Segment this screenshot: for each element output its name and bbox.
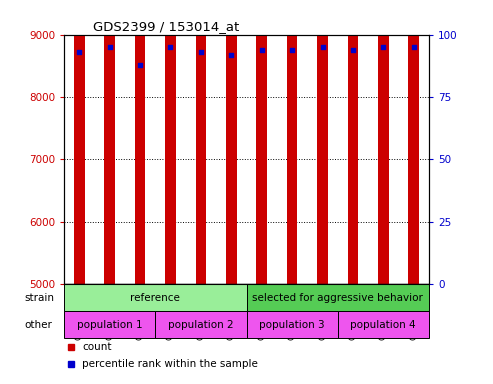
Bar [196, 0, 206, 284]
Text: population 2: population 2 [168, 320, 234, 330]
Bar [64, 284, 246, 311]
Bar [155, 311, 246, 338]
Bar [408, 0, 419, 284]
Text: population 3: population 3 [259, 320, 325, 330]
Bar [317, 0, 328, 284]
Point [136, 61, 144, 68]
Bar [256, 0, 267, 284]
Point [380, 44, 387, 50]
Point [288, 46, 296, 53]
Point [167, 44, 175, 50]
Text: GDS2399 / 153014_at: GDS2399 / 153014_at [93, 20, 240, 33]
Bar [64, 311, 155, 338]
Text: percentile rank within the sample: percentile rank within the sample [82, 359, 258, 369]
Point [106, 44, 113, 50]
Text: strain: strain [25, 293, 55, 303]
Text: population 4: population 4 [351, 320, 416, 330]
Text: count: count [82, 342, 112, 352]
Text: reference: reference [130, 293, 180, 303]
Text: population 1: population 1 [77, 320, 142, 330]
Bar [287, 0, 297, 284]
Point [258, 46, 266, 53]
Point [318, 44, 326, 50]
Bar [246, 284, 429, 311]
Point [410, 44, 418, 50]
Bar [105, 0, 115, 284]
Bar [226, 0, 237, 284]
Bar [246, 311, 338, 338]
Bar [165, 0, 176, 284]
Bar [338, 311, 429, 338]
Bar [74, 0, 85, 284]
Point [75, 49, 83, 55]
Bar [378, 0, 388, 284]
Text: other: other [25, 320, 52, 330]
Point [349, 46, 357, 53]
Point [227, 51, 235, 58]
Text: selected for aggressive behavior: selected for aggressive behavior [252, 293, 423, 303]
Point [197, 49, 205, 55]
Bar [135, 0, 145, 284]
Bar [348, 0, 358, 284]
